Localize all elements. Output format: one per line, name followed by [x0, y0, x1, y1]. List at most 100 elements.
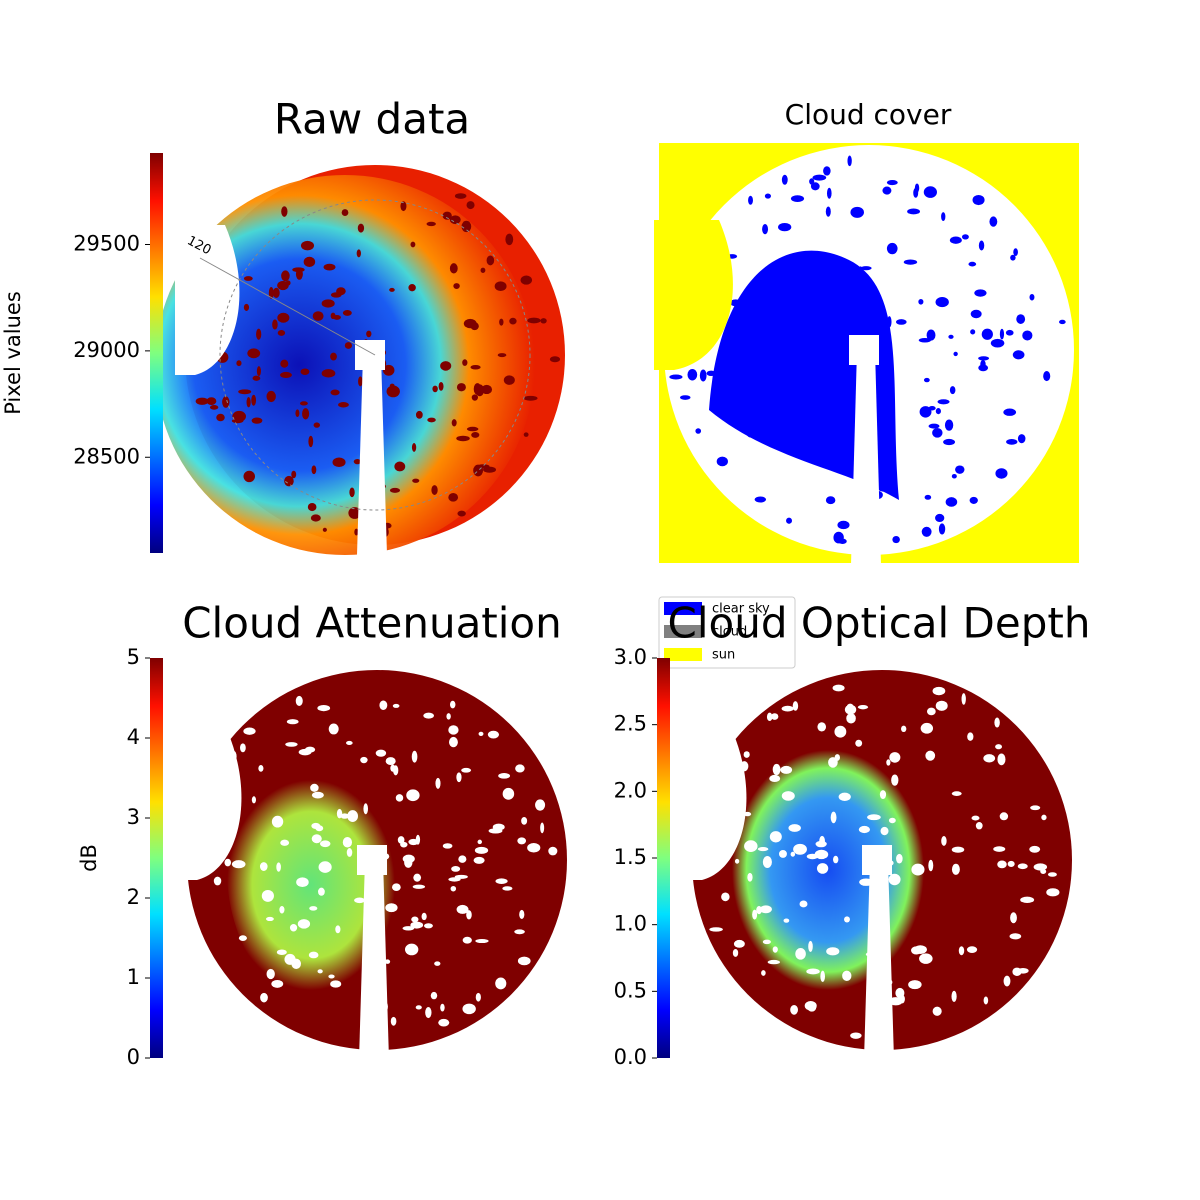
sky-blob	[449, 215, 461, 225]
sky-blob	[448, 492, 459, 502]
sky-blob	[549, 356, 561, 363]
sky-blob	[251, 796, 257, 804]
sky-blob	[1017, 434, 1026, 444]
sky-blob	[951, 791, 962, 796]
sky-blob	[309, 906, 318, 911]
sky-field	[155, 175, 535, 555]
sky-blob	[901, 725, 907, 733]
colorbar	[150, 658, 163, 1058]
sky-blob	[781, 174, 788, 185]
sky-blob	[747, 872, 753, 882]
sky-blob	[474, 846, 489, 854]
sky-blob	[426, 221, 436, 227]
sky-blob	[886, 180, 898, 186]
sky-blob	[442, 211, 452, 220]
sky-blob	[937, 399, 950, 405]
sky-blob	[266, 390, 276, 403]
sky-blob	[911, 946, 922, 955]
sky-blob	[995, 744, 1002, 750]
sky-blob	[823, 166, 831, 176]
sky-blob	[272, 287, 280, 298]
sky-blob	[1006, 439, 1018, 445]
mask-notch	[654, 220, 733, 370]
sky-blob	[410, 921, 424, 929]
sky-blob	[451, 866, 461, 872]
sky-blob	[834, 725, 847, 738]
sky-blob	[926, 329, 936, 341]
sky-blob	[770, 713, 779, 720]
sky-blob	[395, 794, 404, 802]
colorbar-tick-label: 1.0	[614, 912, 647, 936]
sky-blob	[1012, 967, 1022, 976]
sky-blob	[330, 352, 337, 361]
sky-blob	[941, 212, 946, 222]
sky-blob	[772, 763, 781, 776]
sky-blob	[431, 485, 438, 495]
sky-blob	[449, 263, 458, 274]
sky-blob	[509, 317, 517, 325]
sky-blob	[949, 236, 962, 244]
sky-blob	[346, 848, 353, 857]
sky-blob	[999, 812, 1009, 821]
sky-blob	[972, 194, 985, 206]
sky-blob	[974, 289, 987, 297]
sky-blob	[344, 342, 353, 349]
legend-label: clear sky	[712, 602, 770, 617]
sky-blob	[732, 948, 739, 957]
sky-blob	[391, 883, 401, 892]
sky-blob	[438, 1018, 450, 1027]
sky-blob	[354, 897, 366, 904]
sky-blob	[463, 318, 477, 329]
sky-blob	[820, 366, 826, 378]
sky-blob	[216, 413, 225, 422]
sky-blob	[473, 383, 482, 395]
sky-blob	[1003, 408, 1017, 416]
sky-blob	[989, 216, 998, 227]
sky-blob	[951, 846, 965, 853]
sky-blob	[389, 487, 401, 493]
sky-blob	[397, 836, 405, 844]
sky-blob	[869, 322, 882, 330]
sky-blob	[993, 846, 1006, 852]
sky-blob	[247, 348, 261, 359]
sky-blob	[857, 704, 869, 710]
sky-blob	[540, 318, 547, 324]
sky-blob	[733, 939, 745, 948]
sky-blob	[277, 330, 286, 336]
sky-blob	[971, 815, 980, 821]
sky-blob	[260, 992, 268, 1003]
sky-blob	[335, 925, 341, 934]
sky-blob	[492, 823, 505, 831]
sky-blob	[788, 824, 801, 832]
sky-blob	[450, 886, 457, 892]
sky-blob	[480, 267, 486, 273]
sky-blob	[390, 1016, 397, 1026]
sky-blob	[322, 527, 327, 532]
sky-blob	[990, 338, 1005, 348]
sky-blob	[762, 856, 772, 869]
sky-blob	[746, 426, 754, 438]
sky-blob	[721, 892, 730, 902]
sky-blob	[281, 206, 288, 217]
sky-blob	[454, 193, 467, 199]
sky-blob	[920, 722, 934, 734]
sky-blob	[855, 739, 863, 747]
sky-blob	[945, 497, 958, 507]
sky-blob	[795, 948, 806, 960]
sky-blob	[734, 858, 740, 864]
sky-blob	[766, 712, 773, 722]
legend-swatch	[664, 648, 702, 661]
sky-blob	[838, 792, 851, 802]
sky-blob	[386, 385, 400, 398]
colorbar	[657, 658, 670, 1058]
sky-blob	[1047, 872, 1057, 877]
polar-grid-line	[199, 257, 376, 356]
sky-blob	[790, 1004, 798, 1015]
sky-blob	[330, 389, 340, 396]
sun-block	[862, 845, 892, 875]
sky-blob	[473, 464, 484, 477]
sky-blob	[748, 195, 753, 205]
sky-blob	[311, 465, 317, 475]
colorbar-tick-label: 0.0	[614, 1045, 647, 1069]
sky-blob	[1013, 248, 1018, 256]
